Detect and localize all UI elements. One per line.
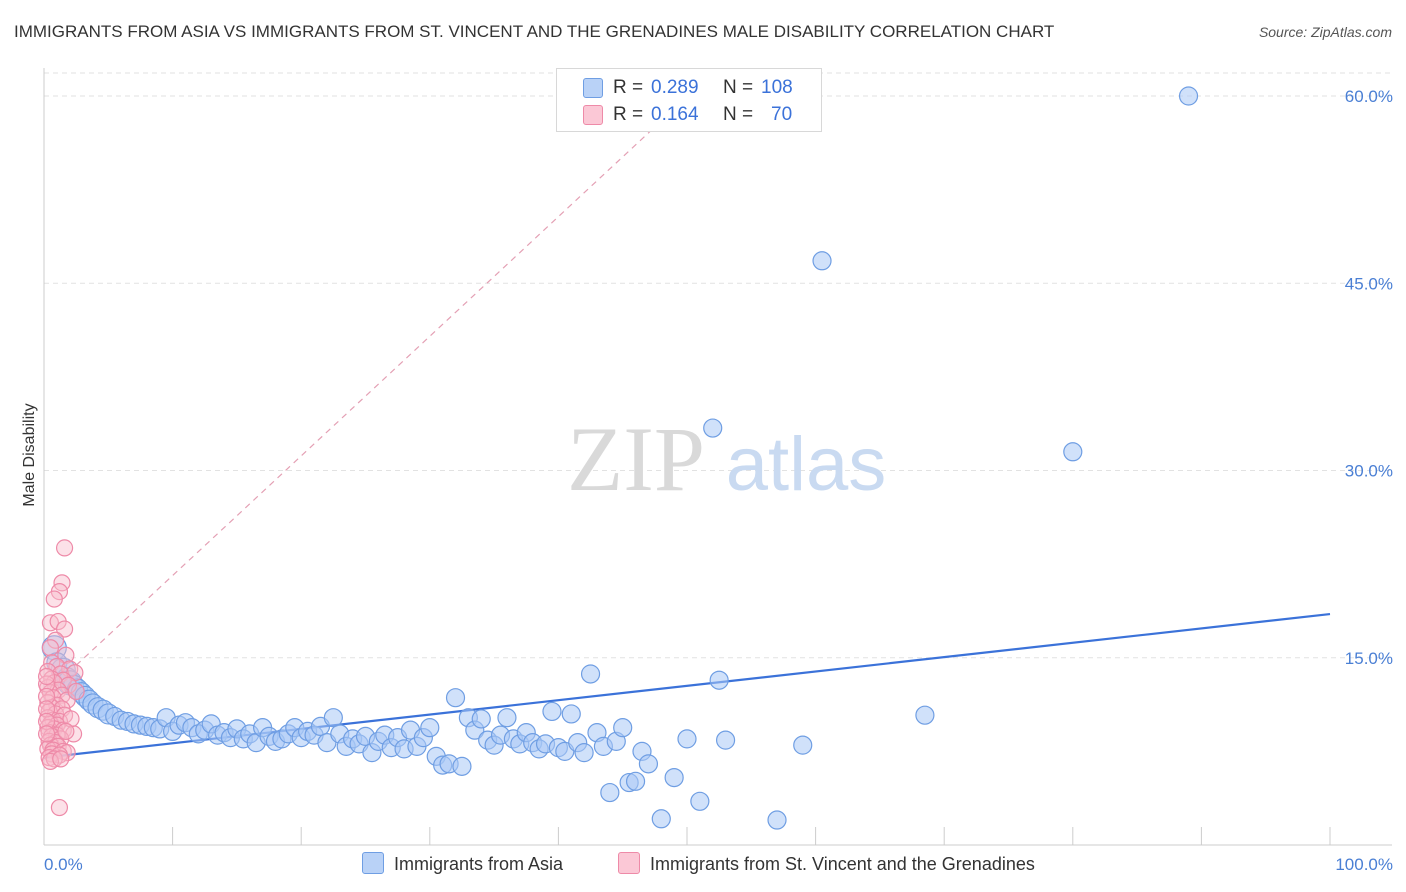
data-point-asia (452, 756, 472, 776)
data-point-svg (37, 687, 56, 706)
data-point-asia (1063, 442, 1083, 462)
data-point-asia (323, 708, 343, 728)
watermark-zip: ZIP (567, 408, 705, 510)
data-point-svg (50, 798, 69, 817)
y-tick-label: 45.0% (1345, 274, 1393, 293)
x-tick-label: 100.0% (1335, 855, 1393, 874)
data-point-asia (420, 718, 440, 738)
data-point-svg (57, 722, 75, 741)
data-point-svg (45, 590, 63, 608)
r-value: 0.289 (651, 77, 699, 98)
asia-swatch-icon (583, 78, 603, 98)
n-label: N = (723, 104, 754, 125)
data-point-asia (677, 729, 697, 749)
series-legend: Immigrants from Asia Immigrants from St.… (0, 852, 1406, 878)
data-point-asia (561, 704, 581, 724)
y-tick-label: 15.0% (1345, 649, 1393, 668)
data-point-asia (812, 251, 832, 271)
svg-swatch-icon (583, 105, 603, 125)
data-point-asia (625, 771, 646, 791)
data-point-asia (580, 664, 601, 684)
watermark: ZIP atlas (567, 408, 886, 510)
y-tick-label: 60.0% (1345, 87, 1393, 106)
data-point-asia (471, 709, 491, 729)
legend-item-svg: Immigrants from St. Vincent and the Gren… (618, 852, 1035, 875)
data-point-svg (41, 752, 60, 770)
legend-label-asia: Immigrants from Asia (394, 854, 564, 874)
data-point-svg (52, 750, 70, 768)
data-point-svg (37, 725, 56, 743)
data-point-svg (67, 682, 85, 701)
data-point-asia (915, 705, 935, 725)
r-value: 0.164 (651, 104, 699, 125)
stats-legend-row-svg: R = 0.164 N = 70 (557, 101, 821, 127)
trend-line-svg (43, 120, 662, 696)
y-axis-title: Male Disability (21, 403, 38, 506)
data-point-asia (1178, 86, 1199, 106)
n-value: 70 (771, 104, 793, 125)
data-point-asia (497, 708, 517, 728)
grid-lines (44, 72, 1392, 659)
data-point-asia (767, 810, 787, 830)
data-point-asia (651, 809, 671, 829)
legend-label-svg: Immigrants from St. Vincent and the Gren… (650, 854, 1035, 874)
source-label: Source: ZipAtlas.com (1258, 24, 1392, 40)
data-point-asia (613, 718, 633, 738)
watermark-atlas: atlas (726, 422, 887, 507)
asia-legend-swatch-icon (362, 852, 384, 874)
data-point-asia (638, 754, 659, 774)
data-point-svg (41, 639, 60, 657)
chart-title: IMMIGRANTS FROM ASIA VS IMMIGRANTS FROM … (14, 22, 1055, 41)
data-point-asia (542, 701, 562, 722)
data-point-svg (37, 667, 56, 686)
data-point-svg (55, 539, 74, 557)
data-point-svg (37, 712, 56, 731)
x-tick-label: 0.0% (44, 855, 83, 874)
data-point-asia (445, 688, 466, 708)
r-label: R = (613, 77, 644, 98)
data-point-asia (793, 735, 813, 755)
r-label: R = (613, 104, 644, 125)
data-point-svg (57, 646, 75, 664)
data-points (37, 86, 1199, 830)
data-point-asia (664, 767, 684, 788)
svg-legend-swatch-icon (618, 852, 640, 874)
axes (43, 68, 1392, 846)
data-point-asia (715, 730, 736, 750)
stats-legend-row-asia: R = 0.289 N = 108 (557, 74, 821, 100)
n-value: 108 (761, 77, 793, 98)
data-point-svg (55, 620, 74, 638)
data-point-asia (690, 791, 710, 811)
y-tick-label: 30.0% (1345, 462, 1393, 481)
legend-item-asia: Immigrants from Asia (362, 852, 563, 875)
data-point-svg (37, 700, 56, 718)
data-point-asia (574, 743, 594, 763)
data-point-asia (703, 418, 723, 438)
tick-labels: 15.0% 30.0% 45.0% 60.0% 0.0% 100.0% (44, 87, 1393, 874)
data-point-asia (600, 782, 620, 803)
data-point-asia (709, 670, 729, 690)
stats-legend: R = 0.289 N = 108 R = 0.164 N = 70 (556, 68, 822, 132)
n-label: N = (723, 77, 754, 98)
